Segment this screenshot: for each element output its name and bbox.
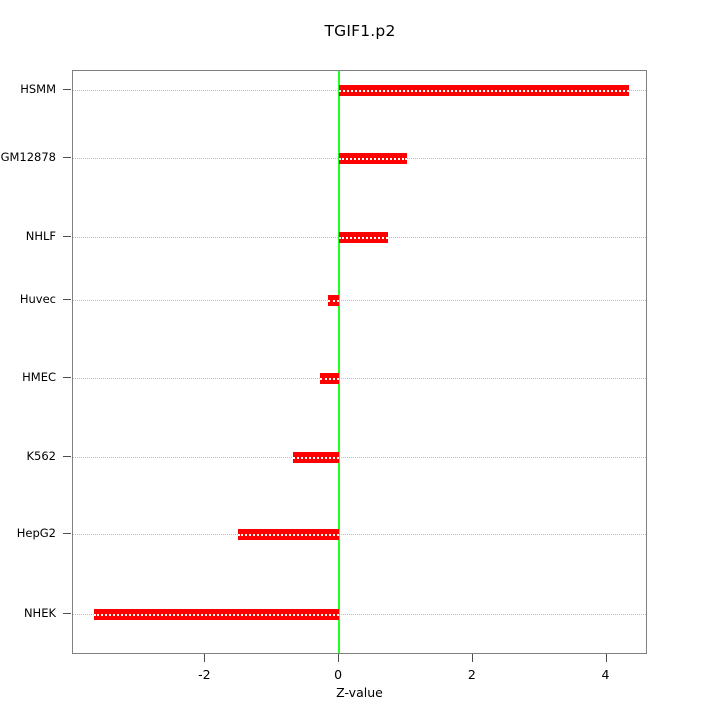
x-axis-tick-label: 4 [601, 667, 610, 682]
x-axis-tick-label: 0 [334, 667, 343, 682]
y-axis-tick-label: HepG2 [16, 526, 56, 540]
bar-pattern [238, 533, 340, 536]
y-axis-tick-label: GM12878 [0, 150, 56, 164]
chart-title: TGIF1.p2 [324, 22, 396, 40]
x-axis-title: Z-value [336, 685, 383, 700]
bar-pattern [292, 456, 340, 459]
x-axis-tick [338, 654, 340, 662]
gridline [73, 534, 646, 535]
bar-hmec [319, 372, 340, 384]
bar-pattern [93, 613, 340, 616]
gridline [73, 378, 646, 379]
y-axis-tick [63, 89, 71, 90]
x-axis-tick-label: 2 [467, 667, 476, 682]
y-axis-tick [63, 533, 71, 534]
x-axis-tick [471, 654, 473, 662]
zero-reference-line [338, 71, 340, 653]
gridline [73, 457, 646, 458]
y-axis-tick-label: NHLF [25, 229, 56, 243]
plot-area [72, 70, 647, 654]
bar-pattern [339, 157, 408, 160]
y-axis-tick [63, 299, 71, 300]
x-axis-tick-label: -2 [198, 667, 211, 682]
y-axis-tick-label: HMEC [22, 370, 56, 384]
bar-huvec [328, 294, 340, 306]
y-axis-tick [63, 236, 71, 237]
bar-nhlf [339, 231, 388, 243]
y-axis-tick-label: NHEK [23, 606, 56, 620]
bar-pattern [339, 236, 388, 239]
y-axis-tick-label: K562 [26, 449, 57, 463]
y-axis-tick-label: Huvec [19, 292, 56, 306]
y-axis-tick [63, 157, 71, 158]
bar-pattern [339, 89, 629, 92]
bar-pattern [328, 299, 340, 302]
x-axis-tick [605, 654, 607, 662]
y-axis-tick [63, 613, 71, 614]
gridline [73, 614, 646, 615]
bar-gm12878 [339, 152, 408, 164]
bar-pattern [319, 377, 340, 380]
bar-hsmm [339, 84, 629, 96]
y-axis-tick [63, 456, 71, 457]
bar-hepg2 [238, 528, 340, 540]
bar-nhek [93, 608, 340, 620]
y-axis-tick-label: HSMM [20, 82, 56, 96]
gridline [73, 300, 646, 301]
bar-k562 [292, 451, 340, 463]
x-axis-tick [204, 654, 206, 662]
y-axis-tick [63, 377, 71, 378]
